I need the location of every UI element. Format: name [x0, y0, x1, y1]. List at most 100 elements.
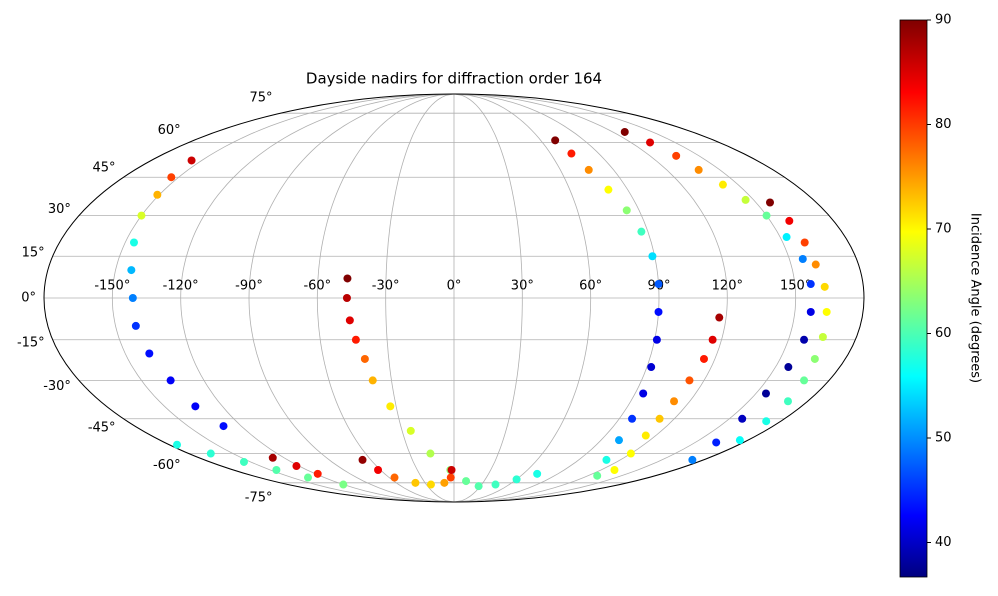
- data-point: [637, 227, 646, 236]
- data-point: [474, 482, 483, 491]
- data-point: [620, 127, 629, 136]
- data-point: [351, 335, 360, 344]
- data-point: [167, 173, 176, 182]
- data-point: [708, 335, 717, 344]
- colorbar-label: Incidence Angle (degrees): [968, 213, 983, 383]
- data-point: [131, 321, 140, 330]
- data-point: [406, 426, 415, 435]
- y-tick-label: -75°: [245, 490, 273, 505]
- data-point: [173, 440, 182, 449]
- data-point: [411, 478, 420, 487]
- data-point: [426, 480, 435, 489]
- colorbar-tick-label: 70: [935, 222, 952, 237]
- data-point: [342, 294, 351, 302]
- data-point: [783, 397, 792, 406]
- data-point: [622, 206, 631, 215]
- y-tick-label: 45°: [93, 161, 116, 176]
- y-tick-label: 75°: [249, 91, 272, 106]
- data-point: [345, 316, 354, 325]
- y-tick-label: 60°: [158, 123, 181, 138]
- data-point: [641, 431, 650, 440]
- data-point: [800, 238, 809, 247]
- y-tick-label: -45°: [88, 420, 116, 435]
- colorbar-tick-label: 80: [935, 117, 952, 132]
- data-point: [360, 354, 369, 363]
- data-point: [368, 376, 377, 385]
- data-point: [798, 255, 807, 264]
- data-point: [810, 354, 819, 363]
- data-point: [602, 455, 611, 464]
- data-point: [533, 469, 542, 478]
- data-point: [648, 252, 657, 261]
- data-point: [652, 335, 661, 344]
- data-point: [339, 480, 348, 489]
- data-point: [272, 465, 281, 474]
- data-point: [153, 190, 162, 199]
- y-tick-label: -15°: [17, 335, 45, 350]
- data-point: [303, 473, 312, 482]
- data-point: [639, 389, 648, 398]
- data-point: [386, 402, 395, 411]
- data-point: [672, 151, 681, 160]
- data-point: [446, 473, 455, 482]
- data-point: [820, 282, 829, 291]
- data-point: [491, 480, 500, 489]
- data-point: [128, 294, 137, 302]
- data-point: [670, 397, 679, 406]
- data-point: [782, 233, 791, 242]
- x-tick-label: 30°: [511, 279, 534, 294]
- data-point: [447, 465, 456, 474]
- data-point: [626, 449, 635, 458]
- data-point: [614, 436, 623, 445]
- y-tick-label: 15°: [22, 246, 45, 261]
- data-point: [567, 149, 576, 158]
- colorbar-tick-label: 50: [935, 431, 952, 446]
- data-point: [462, 477, 471, 486]
- y-tick-label: -60°: [153, 458, 181, 473]
- data-point: [440, 478, 449, 487]
- data-point: [806, 280, 815, 289]
- data-point: [741, 195, 750, 204]
- grid: [44, 93, 864, 503]
- map-boundary: [43, 93, 865, 503]
- data-point: [800, 335, 809, 344]
- colorbar: [899, 19, 928, 578]
- data-point: [358, 455, 367, 464]
- data-point: [806, 307, 815, 316]
- data-point: [292, 462, 301, 471]
- data-point: [738, 414, 747, 423]
- data-point: [191, 402, 200, 411]
- data-point: [765, 198, 774, 207]
- data-point: [390, 473, 399, 482]
- colorbar-tick-label: 60: [935, 326, 952, 341]
- data-point: [646, 138, 655, 147]
- x-tick-label: -30°: [372, 279, 400, 294]
- y-tick-label: 30°: [48, 202, 71, 217]
- data-point: [712, 438, 721, 447]
- data-point: [654, 280, 663, 289]
- data-point: [145, 349, 154, 358]
- x-tick-label: -60°: [303, 279, 331, 294]
- data-point: [127, 266, 136, 275]
- data-point: [735, 436, 744, 445]
- data-point: [785, 216, 794, 225]
- data-point: [374, 465, 383, 474]
- data-point: [166, 376, 175, 385]
- colorbar-tick-label: 40: [935, 535, 952, 550]
- data-point: [313, 469, 322, 478]
- data-point: [822, 307, 831, 316]
- x-tick-label: 0°: [447, 279, 462, 294]
- data-point: [784, 363, 793, 372]
- x-tick-label: -90°: [235, 279, 263, 294]
- data-point: [762, 417, 771, 426]
- data-point: [219, 422, 228, 431]
- data-point: [584, 165, 593, 174]
- data-point: [129, 238, 138, 247]
- data-point: [655, 414, 664, 423]
- data-point: [187, 156, 196, 165]
- data-point: [206, 449, 215, 458]
- data-point: [685, 376, 694, 385]
- x-tick-label: 120°: [712, 279, 743, 294]
- data-point: [604, 185, 613, 194]
